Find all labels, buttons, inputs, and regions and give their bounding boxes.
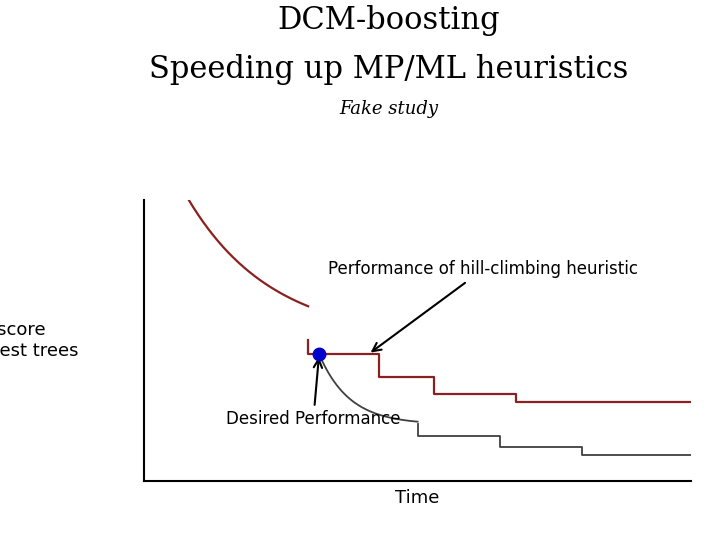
Text: Fake study: Fake study	[339, 100, 438, 118]
Text: MP score
of best trees: MP score of best trees	[0, 321, 78, 360]
X-axis label: Time: Time	[395, 489, 440, 507]
Text: DCM-boosting: DCM-boosting	[277, 5, 500, 36]
Text: Speeding up MP/ML heuristics: Speeding up MP/ML heuristics	[149, 54, 629, 85]
Text: Performance of hill-climbing heuristic: Performance of hill-climbing heuristic	[328, 260, 638, 351]
Text: Desired Performance: Desired Performance	[226, 359, 400, 428]
